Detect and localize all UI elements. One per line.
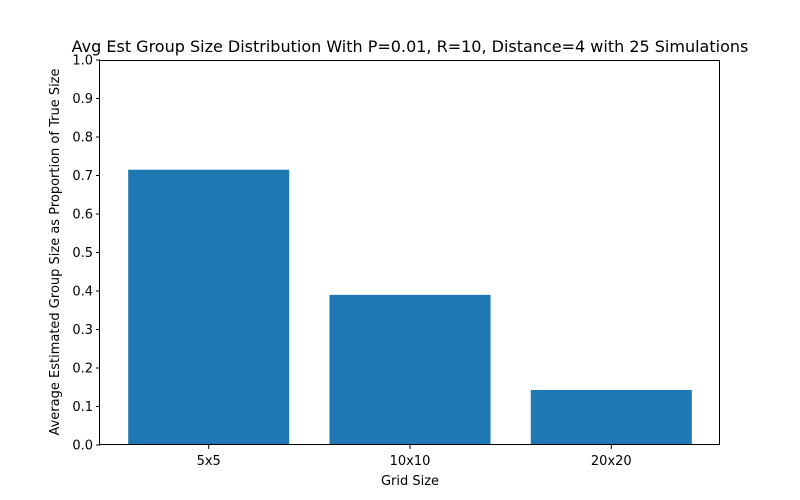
y-tick-label: 0.7 [72,169,93,184]
bar-20x20 [530,389,692,445]
bars-group [128,169,692,445]
y-axis-ticks: 0.0 0.1 0.2 0.3 0.4 0.5 0.6 0.7 0.8 0.9 1.0 [72,54,100,454]
y-tick-label: 0.3 [72,323,93,338]
x-tick-label: 5x5 [197,454,221,469]
plot-frame [99,60,720,445]
x-axis-label: Grid Size [381,474,439,489]
y-tick-label: 0.9 [72,92,93,107]
x-axis-ticks: 5x5 10x10 20x20 [197,445,632,469]
y-tick-label: 0.4 [72,285,93,300]
y-tick-label: 0.6 [72,208,93,223]
y-tick-label: 0.5 [72,246,93,261]
bar-5x5 [128,169,290,445]
y-tick-label: 0.8 [72,131,93,146]
x-tick-label: 10x10 [390,454,431,469]
chart-title: Avg Est Group Size Distribution With P=0… [72,37,749,56]
y-tick-label: 0.0 [72,439,93,454]
y-tick-label: 0.1 [72,400,93,415]
y-axis-label: Average Estimated Group Size as Proporti… [48,68,63,435]
x-tick-label: 20x20 [591,454,632,469]
y-tick-label: 0.2 [72,362,93,377]
y-tick-label: 1.0 [72,54,93,69]
bar-10x10 [329,294,491,445]
